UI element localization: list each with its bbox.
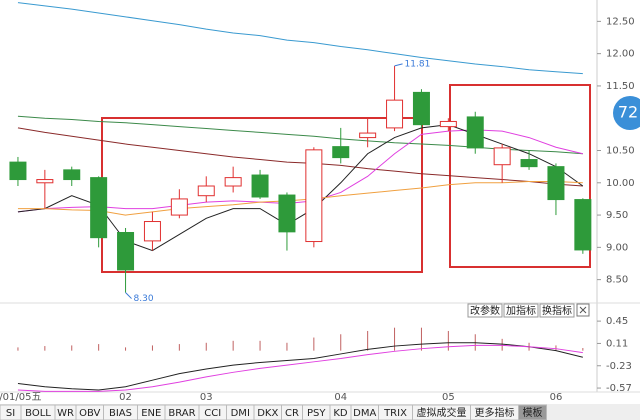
tab-label: PSY	[307, 408, 326, 419]
button-label: 换指标	[542, 304, 572, 317]
tab-label: DKX	[257, 408, 278, 419]
indicator-line	[17, 2, 583, 75]
tab-label: WR	[57, 408, 74, 419]
candle-body	[574, 199, 592, 251]
x-tick-label: 03	[200, 392, 213, 403]
y-tick-label: 8.50	[606, 275, 628, 286]
y-tick-label: 0.45	[606, 316, 628, 327]
x-tick-label: 05	[442, 392, 455, 403]
annotation: 11.81	[405, 59, 431, 69]
annotation-leader	[394, 63, 403, 67]
indicator-line	[17, 124, 584, 252]
y-tick-label: 0.11	[606, 338, 628, 349]
tab-label: BIAS	[109, 408, 132, 419]
candle-body	[466, 116, 484, 149]
indicator-line	[17, 129, 583, 213]
tab-label: 模板	[523, 406, 543, 419]
tab-label: DMI	[231, 408, 250, 419]
candle-body	[251, 174, 269, 198]
badge-text: 72	[618, 103, 638, 122]
candle-body	[90, 177, 108, 239]
tab-label: ENE	[141, 408, 161, 419]
button-bar: 改参数 加指标 换指标	[467, 303, 575, 318]
tab[interactable]	[518, 404, 547, 420]
candle-body	[170, 198, 188, 216]
indicator-line	[17, 180, 583, 216]
x-tick-label: 04	[334, 392, 347, 403]
y-tick-label: 11.50	[606, 81, 635, 92]
indicator-line	[17, 127, 583, 187]
y-tick-label: 10.00	[606, 178, 635, 189]
annotation-leader	[125, 292, 132, 299]
candle-body	[547, 166, 565, 201]
x-tick-label: 02	[119, 392, 132, 403]
tab-label: KD	[333, 408, 348, 419]
candle-body	[9, 161, 27, 181]
indicator-line	[17, 115, 583, 155]
y-tick-label: 10.50	[606, 146, 635, 157]
y-tick-label: 12.00	[606, 49, 635, 60]
candle-body	[278, 194, 296, 233]
button-label: 加指标	[506, 304, 536, 317]
annotation: 8.30	[134, 294, 154, 304]
candle-body	[224, 177, 242, 187]
y-tick-label: 9.50	[606, 210, 628, 221]
y-tick-label: 12.50	[606, 16, 635, 27]
indicator-panel: 0.45 0.11 -0.23 -0.57	[17, 316, 632, 394]
tab-label: DMA	[353, 408, 376, 419]
tab-label: OBV	[79, 408, 100, 419]
indicator-line	[17, 344, 583, 392]
tab-label: BOLL	[25, 408, 51, 419]
button[interactable]	[539, 303, 575, 318]
candle-body	[412, 91, 430, 126]
badge[interactable]	[613, 96, 640, 130]
candle-body	[332, 146, 350, 159]
candle-body	[63, 169, 81, 181]
candle-body	[305, 149, 323, 243]
tab-label: 虚拟成交量	[417, 406, 467, 419]
tabs: SI BOLL WR OBV BIAS ENE BRAR CCI DMI DKX CR PSY KD DM…	[0, 404, 547, 420]
candle-body	[117, 231, 135, 271]
tab-label: CR	[285, 408, 299, 419]
tab-label: SI	[6, 408, 15, 419]
tab-label: 更多指标	[475, 406, 515, 419]
indicator-line	[17, 342, 583, 391]
candle-body	[386, 99, 404, 129]
price-panel: 12.50 12.00 11.50 10.50 10.00 9.50 9.00 8.50 18/…	[0, 2, 635, 403]
candle-body	[520, 159, 538, 168]
candle-body	[197, 185, 215, 197]
candle-body	[359, 132, 377, 139]
y-tick-label: 9.00	[606, 242, 628, 253]
button-label: 改参数	[470, 304, 500, 317]
close-icon	[579, 306, 587, 314]
tab-label: BRAR	[168, 408, 195, 419]
x-tick-label: 18/01/05五	[0, 392, 41, 403]
tab-label: TRIX	[383, 408, 407, 419]
button[interactable]	[467, 303, 503, 318]
x-tick-label: 06	[550, 392, 563, 403]
candle-body	[439, 120, 457, 128]
button[interactable]	[503, 303, 539, 318]
y-tick-label: -0.57	[606, 383, 632, 394]
candle-body	[36, 179, 54, 184]
y-tick-label: -0.23	[606, 361, 632, 372]
tab-label: CCI	[204, 408, 221, 419]
candle-body	[143, 221, 161, 242]
candle-body	[493, 147, 511, 166]
